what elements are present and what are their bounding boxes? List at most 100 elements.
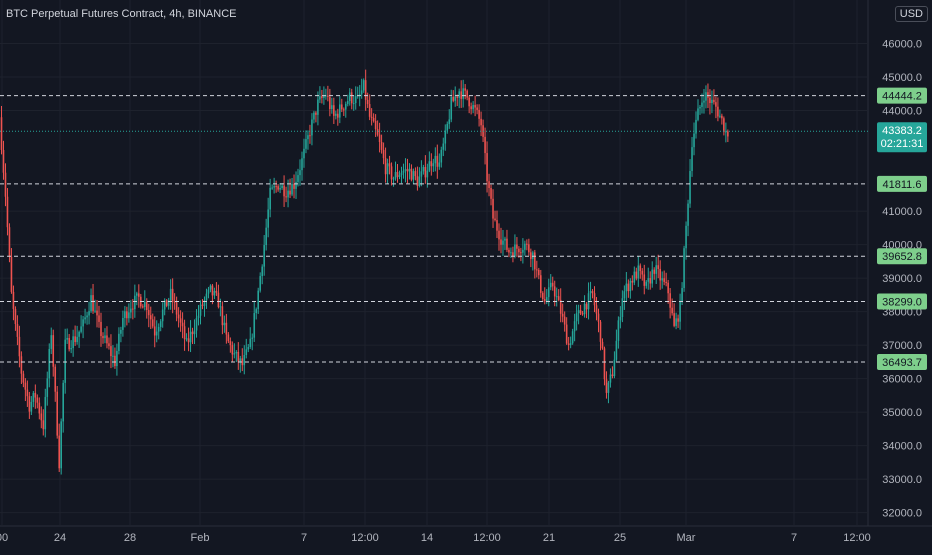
candle-body [557,296,560,300]
candle-body [462,88,464,99]
candle-body [530,252,532,260]
candle-body [522,249,524,253]
candle-body [679,301,681,322]
candle-body [424,166,427,178]
candle-body [408,168,411,172]
candle-body [665,281,667,283]
candle-body [398,175,401,177]
candle-body [414,171,417,177]
x-tick-label: 12:00 [843,532,871,544]
candle-body [669,293,671,308]
candle-body [426,170,429,178]
candle-body [510,252,512,254]
candle-body [705,92,707,101]
y-tick-label: 46000.0 [882,39,922,51]
candle-body [149,315,152,320]
candle-body [388,163,391,167]
chart-title: BTC Perpetual Futures Contract, 4h, BINA… [6,8,237,20]
candle-body [516,244,518,249]
candle-body [38,402,41,414]
candle-body [472,105,474,110]
candle-body [271,187,273,189]
candle-body [26,389,29,397]
candle-body [319,96,321,100]
candle-body [354,96,357,104]
candle-body [279,187,281,190]
candle-body [376,129,379,135]
candle-body [44,396,47,430]
x-tick-label: 7 [791,532,797,544]
candle-body [189,331,192,343]
candle-body [506,238,508,250]
x-tick-label: 14 [421,532,433,544]
candle-body [577,310,580,314]
candle-body [201,304,204,306]
candle-body [287,190,289,198]
candle-body [199,304,202,316]
candle-body [257,290,260,310]
candle-body [151,319,154,327]
candle-body [233,353,236,355]
currency-button[interactable]: USD [894,6,928,22]
candle-body [406,169,409,172]
candle-body [420,171,423,177]
candle-body [663,278,665,282]
candle-body [649,278,652,284]
candle-body [488,181,490,188]
candle-body [134,295,136,310]
level-label-box [877,354,927,371]
level-label-box [877,87,927,104]
candle-body [297,175,299,182]
candle-body [126,311,128,319]
candle-body [138,293,140,297]
candle-body [470,106,472,110]
candle-body [239,358,242,362]
candle-body [285,196,287,198]
y-tick-label: 44000.0 [882,106,922,118]
candle-body [609,374,612,383]
candle-body [466,90,468,98]
candle-body [412,171,415,180]
candle-body [394,171,397,179]
candle-body [48,348,51,379]
candle-body [484,136,486,154]
candle-body [112,355,114,357]
candle-body [255,309,258,314]
candle-body [637,265,640,279]
candle-body [337,113,339,118]
candle-body [165,300,168,306]
candle-body [299,170,301,176]
candle-body [402,170,405,173]
candle-body [90,295,92,312]
candle-body [291,183,293,195]
candle-body [490,187,492,199]
candle-body [100,321,102,337]
candle-body [691,147,693,172]
candle-body [118,333,120,351]
candle-body [476,107,478,110]
candle-body [114,355,116,367]
candle-body [693,133,695,148]
candle-body [193,330,196,335]
candle-body [317,99,319,115]
candle-body [277,186,279,190]
last-price-label: 43383.2 [882,125,922,137]
candle-body [360,90,363,95]
candle-body [627,283,630,292]
candle-body [565,324,568,344]
candle-body [633,271,636,283]
candle-body [205,293,208,301]
candle-body [62,382,64,422]
candle-body [396,171,399,177]
candle-body [492,198,494,219]
candle-body [311,119,313,136]
x-tick-label: 12:00 [351,532,379,544]
x-tick-label: 21 [543,532,555,544]
candle-body [171,288,174,302]
candle-body [130,308,132,313]
candle-body [289,190,291,195]
candle-body [331,105,333,109]
candle-body [72,336,74,349]
